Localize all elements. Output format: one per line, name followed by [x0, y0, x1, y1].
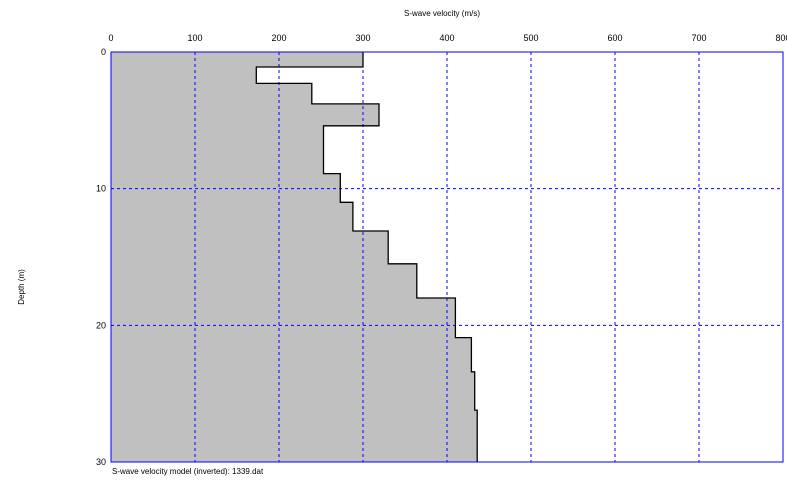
grid-lines — [111, 52, 783, 462]
x-tick-label-0: 0 — [108, 33, 113, 43]
x-tick-label-600: 600 — [607, 33, 622, 43]
plot-frame — [110, 51, 784, 463]
velocity-step-line — [255, 52, 478, 462]
x-tick-label-800: 800 — [775, 33, 787, 43]
x-tick-label-700: 700 — [691, 33, 706, 43]
x-tick-labels: 0 100 200 300 400 500 600 700 800 — [108, 33, 787, 43]
x-tick-label-300: 300 — [355, 33, 370, 43]
y-tick-label-0: 0 — [101, 47, 106, 57]
x-tick-label-100: 100 — [187, 33, 202, 43]
x-tick-label-400: 400 — [439, 33, 454, 43]
x-tick-label-200: 200 — [271, 33, 286, 43]
velocity-fill — [111, 52, 478, 462]
y-axis-title: Depth (m) — [17, 269, 26, 305]
model-caption: S-wave velocity model (inverted): 1339.d… — [112, 467, 264, 476]
velocity-profile-line — [255, 52, 478, 462]
velocity-fill-area — [111, 52, 478, 462]
y-tick-label-20: 20 — [96, 320, 106, 330]
x-tick-label-500: 500 — [523, 33, 538, 43]
y-tick-label-30: 30 — [96, 457, 106, 467]
plot-border — [110, 51, 784, 463]
y-tick-labels: 0 10 20 30 — [96, 47, 106, 467]
x-axis-title: S-wave velocity (m/s) — [404, 9, 480, 18]
y-tick-label-10: 10 — [96, 184, 106, 194]
